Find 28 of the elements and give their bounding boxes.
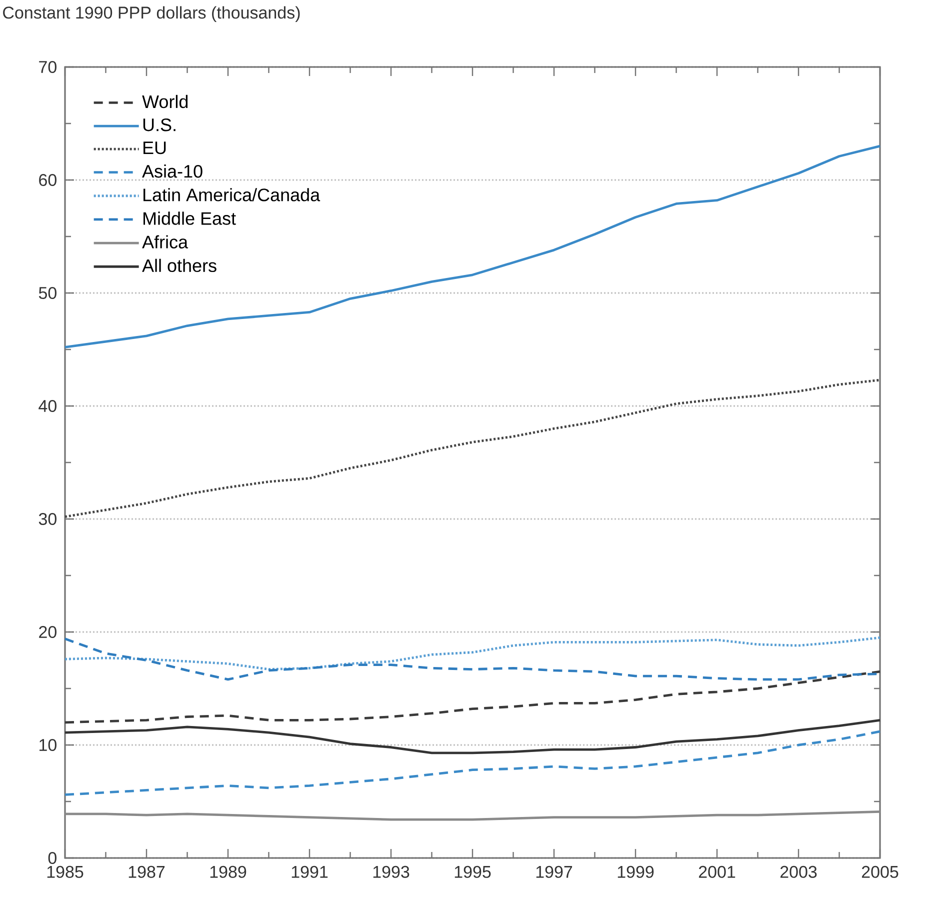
x-tick-label: 1985 <box>47 866 84 878</box>
y-tick-label: 30 <box>38 512 56 526</box>
x-tick-label: 2005 <box>862 866 898 878</box>
y-tick-label: 20 <box>39 626 56 638</box>
legend-label: Asia-10 <box>142 164 202 178</box>
y-tick-label: 40 <box>38 400 56 412</box>
legend-label: Latin America/Canada <box>144 188 320 202</box>
x-tick-label: 1987 <box>128 866 165 878</box>
legend-label: U.S. <box>143 118 176 132</box>
y-tick-label: 70 <box>39 60 56 74</box>
legend-label: World <box>142 94 188 108</box>
x-tick-label: 2003 <box>780 866 817 878</box>
legend-label: All others <box>142 258 216 272</box>
legend-label: Middle East <box>144 212 236 225</box>
x-tick-label: 1997 <box>536 866 572 878</box>
x-tick-label: 1995 <box>454 866 491 878</box>
x-tick-label: 1993 <box>373 866 410 878</box>
x-tick-label: 1989 <box>210 866 246 878</box>
y-tick-label: 10 <box>40 738 56 752</box>
y-axis-title: Constant 1990 PPP dollars (thousands) <box>3 6 300 22</box>
y-tick-label: 0 <box>48 852 56 864</box>
legend-label: EU <box>144 142 166 154</box>
y-tick-label: 60 <box>39 174 56 186</box>
y-tick-label: 50 <box>38 286 56 300</box>
x-tick-label: 2001 <box>698 866 736 878</box>
x-tick-label: 1991 <box>292 866 328 878</box>
x-tick-label: 1999 <box>618 866 654 878</box>
legend-label: Africa <box>142 235 188 248</box>
